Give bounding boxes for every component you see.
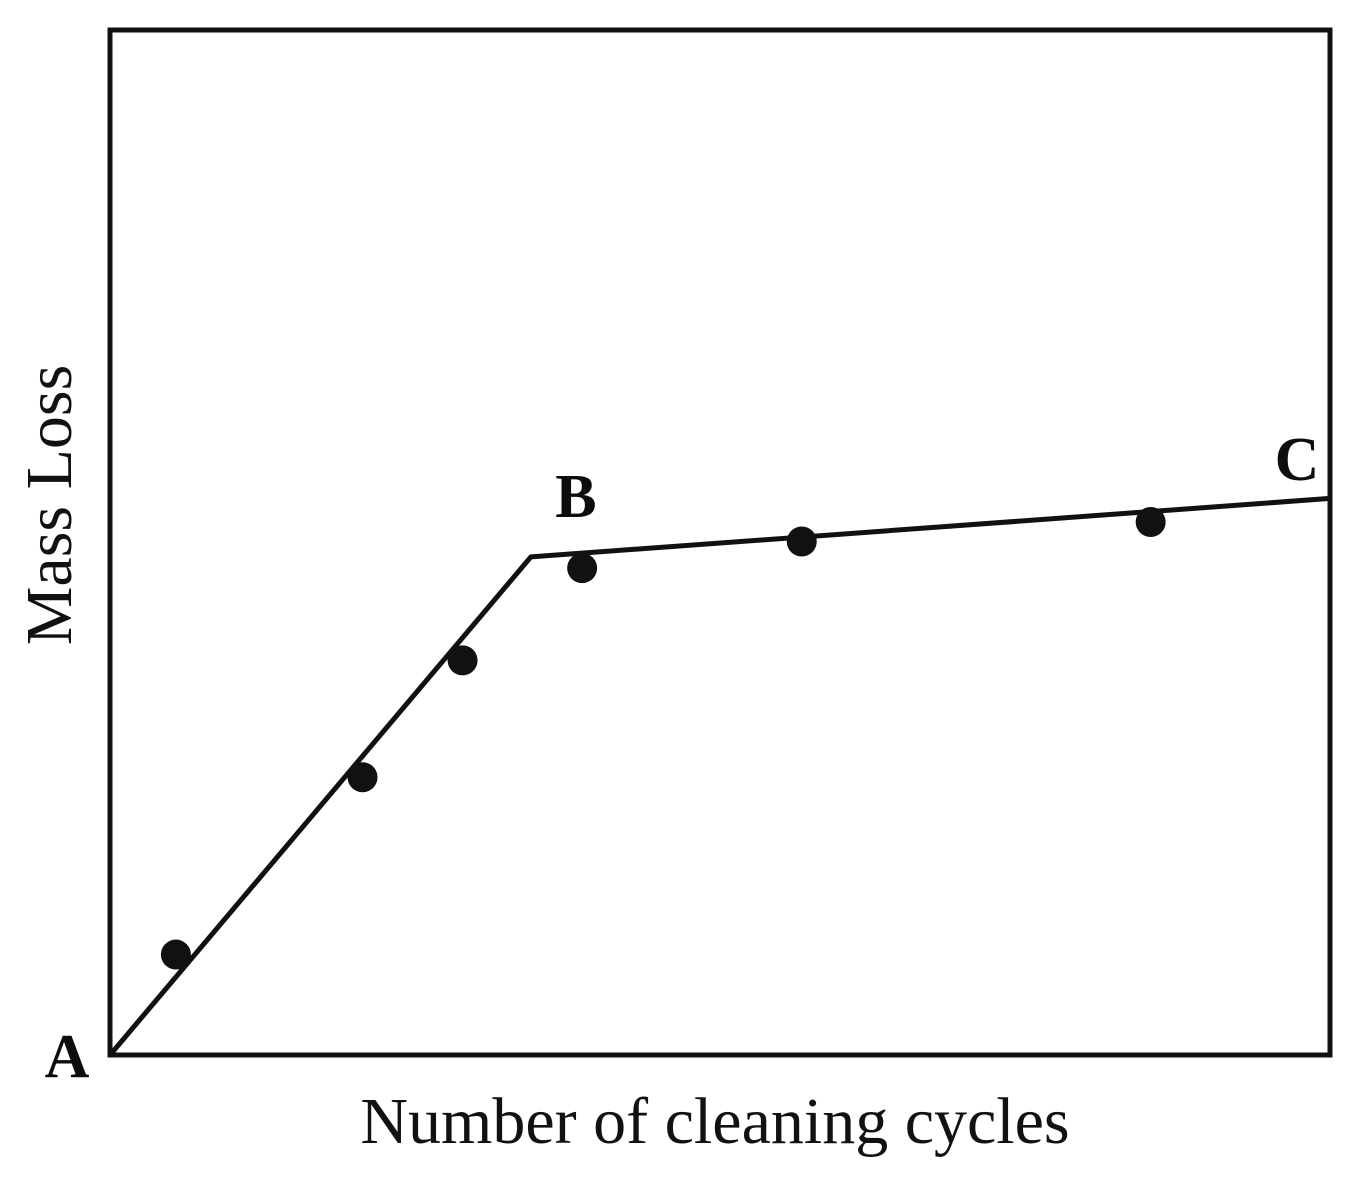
trend-line — [108, 495, 1331, 1057]
plot-area-border — [107, 27, 1333, 1058]
data-point — [1135, 507, 1166, 537]
data-point — [447, 645, 478, 676]
point-label-a: A — [44, 1023, 90, 1091]
chart-points-group — [160, 507, 1166, 970]
point-label-b: B — [555, 462, 597, 531]
point-label-c: C — [1274, 426, 1320, 495]
x-axis-label: Number of cleaning cycles — [360, 1085, 1070, 1158]
data-point — [786, 526, 817, 557]
y-axis-label: Mass Loss — [13, 364, 86, 646]
chart-line-group — [108, 495, 1331, 1057]
data-point — [347, 762, 378, 793]
data-point — [567, 553, 598, 584]
data-point — [160, 939, 191, 970]
